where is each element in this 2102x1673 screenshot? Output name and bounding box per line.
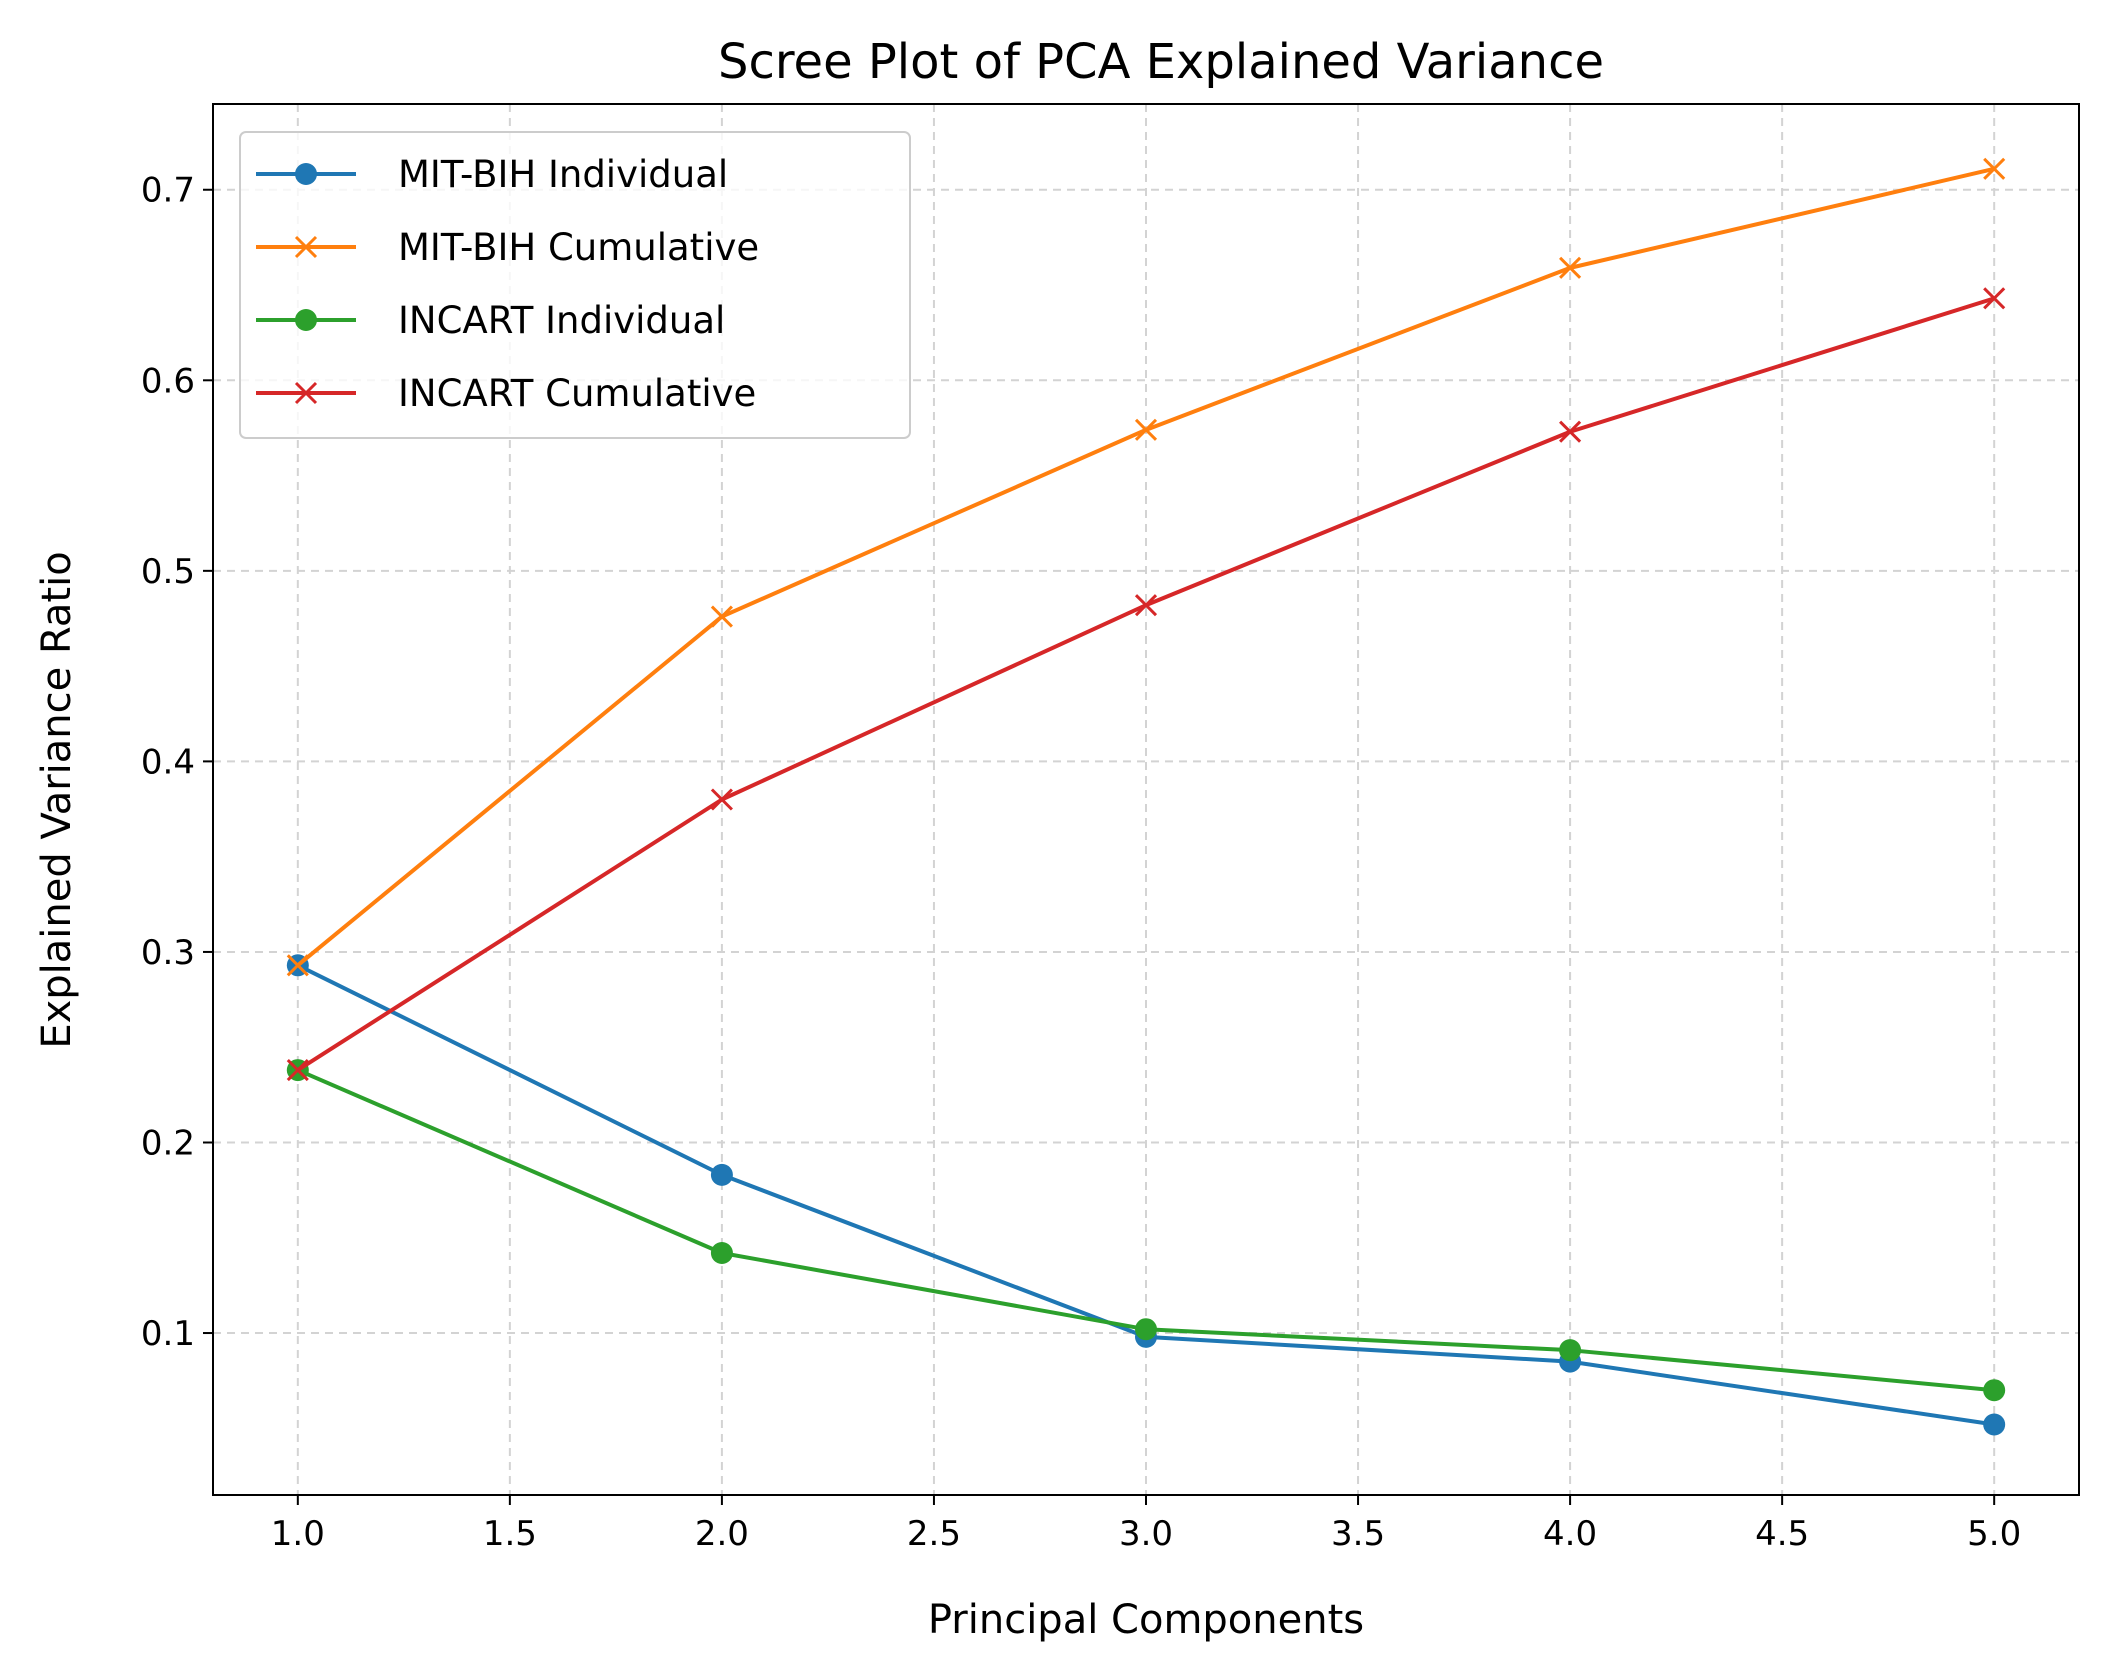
data-point-mit-bih-cumulative [286,954,309,977]
data-point-mit-bih-cumulative-stroke-b [1134,418,1158,441]
data-point-incart-individual [1559,1339,1582,1362]
legend-marker-mit-bih-individual [295,163,317,185]
series-incart-cumulative [286,287,2006,1082]
data-point-incart-cumulative-stroke-b [286,1059,309,1082]
series-mit-bih-cumulative [286,157,2006,977]
chart-title: Scree Plot of PCA Explained Variance [718,34,1604,90]
legend-entry-mit-bih-cumulative: MIT-BIH Cumulative [256,226,759,269]
x-tick-label: 4.0 [1543,1514,1597,1554]
legend-label-incart-cumulative: INCART Cumulative [398,372,756,415]
y-tick-label: 0.3 [141,933,195,973]
data-point-mit-bih-individual [710,1163,733,1186]
y-tick-label: 0.2 [141,1123,195,1163]
x-axis-ticks: 1.0 1.5 2.0 2.5 3.0 3.5 4.0 4.5 5.0 [271,1495,2021,1554]
data-point-mit-bih-cumulative [1134,418,1158,441]
data-point-incart-cumulative [286,1059,309,1082]
x-tick-label: 3.0 [1119,1514,1173,1554]
x-tick-label: 2.0 [695,1514,749,1554]
x-tick-label: 2.5 [907,1514,961,1554]
series-mit-bih-individual [286,954,2006,1436]
data-point-incart-cumulative [1134,594,1158,617]
y-tick-label: 0.1 [141,1314,195,1354]
legend-entry-incart-individual: INCART Individual [256,299,725,342]
data-point-incart-cumulative [1983,287,2006,310]
x-tick-label: 3.5 [1331,1514,1385,1554]
legend-marker-incart-individual [295,309,317,331]
legend-marker-incart-cumulative [294,381,318,405]
data-point-mit-bih-cumulative [710,605,733,628]
x-tick-label: 1.5 [483,1514,537,1554]
x-tick-label: 5.0 [1967,1514,2021,1554]
data-point-mit-bih-cumulative [1983,157,2006,180]
series-layer [286,157,2006,1436]
data-point-incart-cumulative [1559,420,1582,443]
y-axis-ticks: 0.1 0.2 0.3 0.4 0.5 0.6 0.7 [141,171,213,1354]
data-point-mit-bih-cumulative [1559,256,1582,279]
data-point-mit-bih-cumulative-stroke-b [1559,256,1582,279]
data-point-incart-cumulative-stroke-b [1559,420,1582,443]
data-point-incart-cumulative-stroke-b [1983,287,2006,310]
legend-marker-incart-cumulative-stroke-b [294,381,318,405]
data-point-mit-bih-cumulative-stroke-b [1983,157,2006,180]
data-point-incart-cumulative-stroke-b [710,788,733,811]
y-tick-label: 0.7 [141,171,195,211]
data-point-mit-bih-cumulative-stroke-b [710,605,733,628]
legend-marker-mit-bih-cumulative [294,235,318,259]
legend: MIT-BIH Individual MIT-BIH Cumulative INCA… [239,131,911,439]
data-point-incart-individual [1983,1379,2006,1402]
x-tick-label: 4.5 [1755,1514,1809,1554]
legend-entry-incart-cumulative: INCART Cumulative [256,372,756,415]
legend-label-incart-individual: INCART Individual [398,299,725,342]
y-tick-label: 0.4 [141,742,195,782]
legend-box [239,131,911,439]
data-point-incart-individual [710,1242,733,1265]
data-point-mit-bih-cumulative-stroke-b [286,954,309,977]
x-tick-label: 1.0 [271,1514,325,1554]
legend-entry-mit-bih-individual: MIT-BIH Individual [256,153,728,196]
legend-label-mit-bih-individual: MIT-BIH Individual [398,153,728,196]
legend-label-mit-bih-cumulative: MIT-BIH Cumulative [398,226,759,269]
data-point-incart-individual [1135,1318,1157,1341]
legend-marker-mit-bih-cumulative-stroke-b [294,235,318,259]
x-axis-label: Principal Components [928,1597,1364,1643]
data-point-incart-cumulative [710,788,733,811]
data-point-incart-cumulative-stroke-b [1134,594,1158,617]
y-tick-label: 0.5 [141,552,195,592]
y-tick-label: 0.6 [141,361,195,401]
y-axis-label: Explained Variance Ratio [34,551,80,1048]
data-point-mit-bih-individual [1983,1413,2006,1436]
